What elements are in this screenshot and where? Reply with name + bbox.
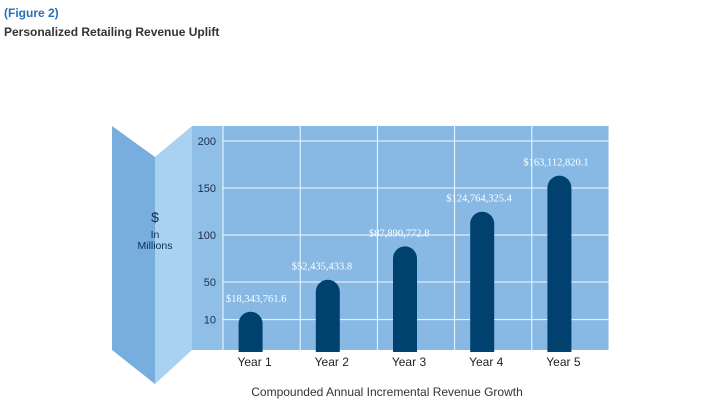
data-label: $163,112,820.1	[523, 158, 588, 169]
x-category-label: Year 2	[315, 355, 350, 369]
y-axis-symbol: $	[151, 209, 159, 225]
x-axis-title: Compounded Annual Incremental Revenue Gr…	[251, 385, 523, 399]
bar	[238, 311, 263, 352]
label-layer: $18,343,761.6 $52,435,433.8 $87,890,772.8 $…	[226, 158, 589, 305]
data-label: $87,890,772.8	[369, 228, 429, 239]
y-tick-label: 150	[198, 183, 216, 195]
left-panel-strip	[192, 126, 223, 350]
x-category-label: Year 5	[546, 355, 581, 369]
x-category-label: Year 4	[469, 355, 504, 369]
y-tick-label: 50	[204, 277, 216, 289]
x-category-label: Year 1	[237, 355, 272, 369]
data-label: $18,343,761.6	[226, 294, 286, 305]
bar	[315, 279, 340, 352]
y-tick-label: 100	[198, 230, 216, 242]
left-panel-front	[155, 126, 192, 384]
y-axis-label-line2: Millions	[137, 240, 172, 252]
bar	[547, 175, 572, 352]
y-tick-label: 200	[198, 136, 216, 148]
y-axis-label-line1: In	[151, 229, 160, 241]
data-label: $52,435,433.8	[292, 262, 352, 273]
bar	[470, 211, 495, 352]
x-category-label: Year 3	[392, 355, 427, 369]
bar-layer	[238, 175, 572, 352]
y-tick-layer: 10 50 100 150 200	[198, 136, 216, 327]
grid-layer	[222, 126, 610, 350]
figure-label: (Figure 2)	[4, 6, 59, 20]
figure-title: Personalized Retailing Revenue Uplift	[4, 25, 220, 39]
data-label: $124,764,325.4	[446, 194, 512, 205]
left-panel-fold	[112, 126, 155, 384]
y-tick-label: 10	[204, 315, 216, 327]
bar	[393, 246, 417, 352]
category-layer: Year 1 Year 2 Year 3 Year 4 Year 5	[237, 355, 580, 369]
